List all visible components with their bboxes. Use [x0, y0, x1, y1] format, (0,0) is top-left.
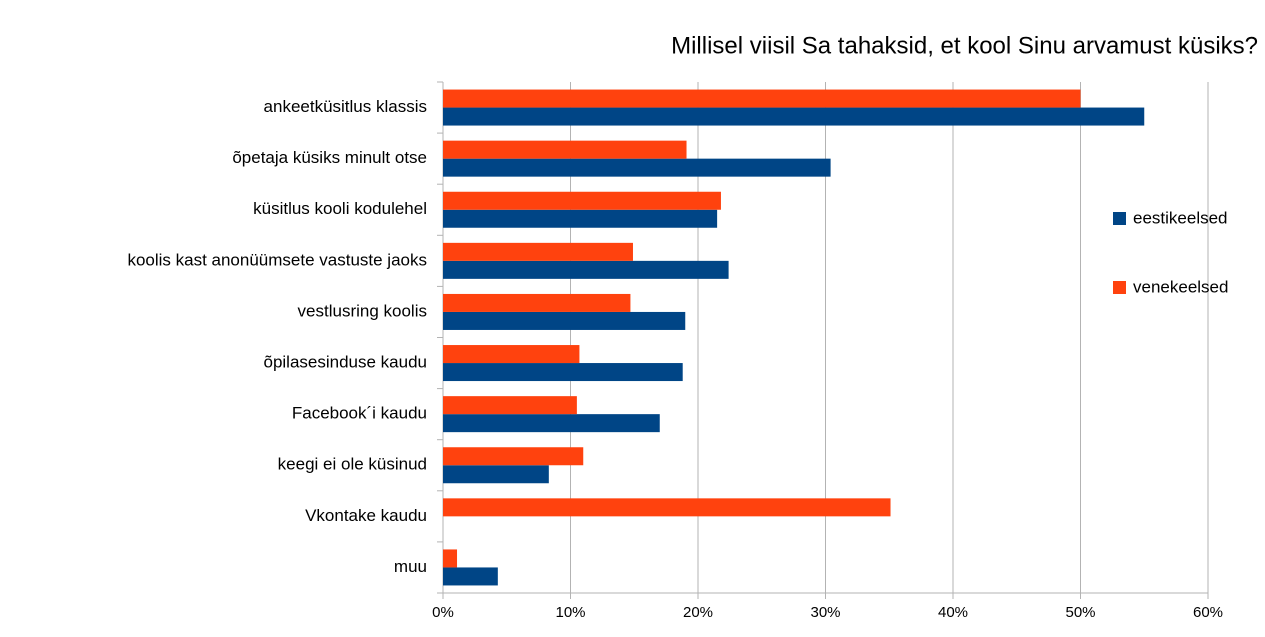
- x-tick-label: 20%: [683, 604, 713, 621]
- bar: [443, 498, 891, 517]
- bar: [443, 549, 458, 568]
- x-tick-label: 0%: [432, 604, 454, 621]
- bar: [443, 396, 577, 415]
- bar: [443, 209, 718, 228]
- bar: [443, 242, 633, 261]
- chart-title: Millisel viisil Sa tahaksid, et kool Sin…: [671, 32, 1258, 59]
- bar: [443, 567, 498, 586]
- y-tick-label: Vkontake kaudu: [305, 506, 427, 525]
- x-tick-label: 40%: [938, 604, 968, 621]
- bar: [443, 345, 580, 364]
- bar: [443, 158, 831, 177]
- bar: [443, 363, 683, 382]
- bar: [443, 447, 584, 466]
- y-tick-label: õpetaja küsiks minult otse: [232, 148, 427, 167]
- bar: [443, 414, 660, 433]
- x-tick-label: 30%: [810, 604, 840, 621]
- y-tick-label: ankeetküsitlus klassis: [264, 97, 427, 116]
- bar: [443, 191, 721, 210]
- y-tick-label: õpilasesinduse kaudu: [263, 353, 427, 372]
- legend-swatch: [1113, 212, 1126, 225]
- x-tick-label: 10%: [555, 604, 585, 621]
- x-tick-label: 60%: [1193, 604, 1223, 621]
- bar: [443, 89, 1081, 108]
- y-tick-label: muu: [394, 557, 427, 576]
- y-tick-label: vestlusring koolis: [298, 301, 427, 320]
- bar: [443, 107, 1145, 126]
- y-tick-label: keegi ei ole küsinud: [278, 455, 427, 474]
- bar: [443, 293, 631, 312]
- y-tick-label: Facebook´i kaudu: [292, 404, 427, 423]
- legend-swatch: [1113, 281, 1126, 294]
- legend-label: eestikeelsed: [1133, 208, 1228, 227]
- y-tick-label: küsitlus kooli kodulehel: [253, 199, 427, 218]
- bar: [443, 465, 549, 484]
- x-tick-label: 50%: [1065, 604, 1095, 621]
- bar: [443, 260, 729, 279]
- bar: [443, 140, 687, 159]
- bar: [443, 311, 686, 330]
- y-tick-label: koolis kast anonüümsete vastuste jaoks: [127, 250, 427, 269]
- legend-label: venekeelsed: [1133, 277, 1228, 296]
